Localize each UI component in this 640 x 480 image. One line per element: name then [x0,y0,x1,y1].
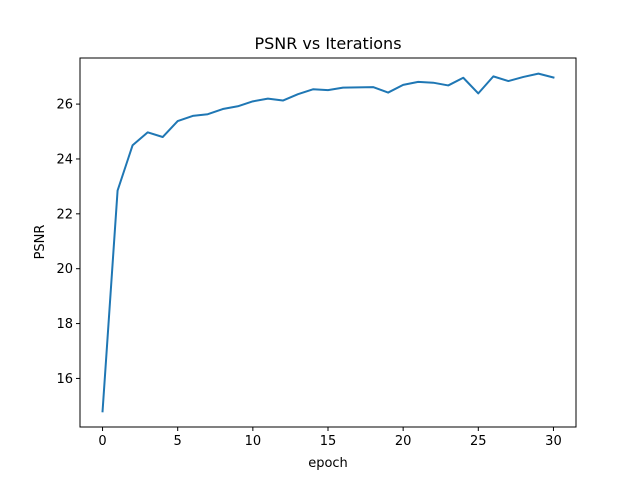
y-tick-label: 16 [56,372,73,387]
series-line-0 [101,72,555,413]
x-tick-label: 0 [98,434,106,449]
x-tick-label: 15 [320,434,337,449]
x-tick-label: 10 [245,434,262,449]
x-axis: 0 5 10 15 20 25 30 [98,427,562,449]
x-tick-label: 25 [470,434,487,449]
y-axis: 16 18 20 22 24 26 [56,98,80,387]
y-tick-label: 22 [56,207,73,222]
x-tick-label: 5 [174,434,182,449]
plot-area [101,72,555,413]
y-tick-label: 26 [56,98,73,113]
x-tick-label: 20 [395,434,412,449]
y-tick-label: 20 [56,262,73,277]
y-tick-label: 24 [56,152,73,167]
x-tick-label: 30 [545,434,562,449]
y-axis-label: PSNR [33,225,48,260]
chart-title: PSNR vs Iterations [254,34,401,53]
x-axis-label: epoch [308,456,348,471]
y-tick-label: 18 [56,317,73,332]
